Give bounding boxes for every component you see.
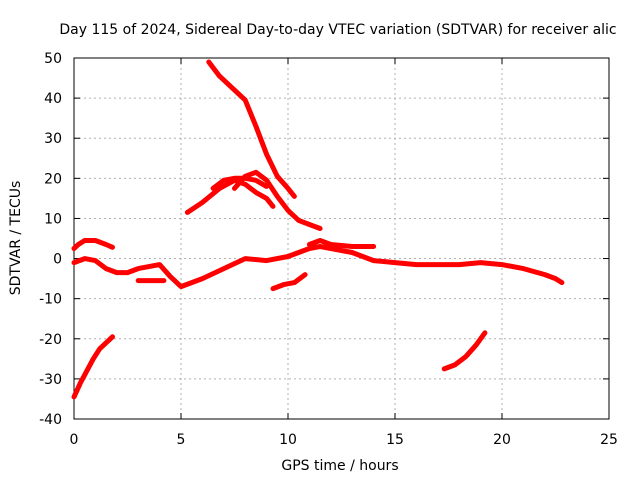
series-seg-11 — [441, 330, 488, 372]
y-tick-label: -20 — [39, 332, 62, 348]
series-seg-8 — [210, 175, 270, 191]
data-series — [71, 59, 565, 400]
plot-frame — [73, 57, 610, 420]
chart-title: Day 115 of 2024, Sidereal Day-to-day VTE… — [59, 22, 616, 38]
series-seg-1 — [71, 334, 115, 400]
series-seg-2 — [71, 238, 115, 251]
y-tick-label: 0 — [53, 252, 62, 268]
x-tick-labels: 0 5 10 15 20 25 — [70, 432, 618, 448]
y-tick-label: 50 — [44, 51, 62, 67]
y-tick-label: -10 — [39, 292, 62, 308]
x-tick-label: 10 — [279, 432, 297, 448]
series-seg-3 — [71, 244, 565, 290]
x-tick-label: 25 — [600, 432, 618, 448]
y-tick-label: 10 — [44, 211, 62, 227]
series-seg-9 — [306, 238, 377, 249]
x-axis-label: GPS time / hours — [281, 458, 398, 474]
y-tick-label: 30 — [44, 131, 62, 147]
series-seg-7 — [232, 169, 323, 231]
x-tick-label: 0 — [70, 432, 79, 448]
y-tick-label: 40 — [44, 91, 62, 107]
series-seg-5 — [206, 59, 297, 199]
x-tick-label: 5 — [177, 432, 186, 448]
y-tick-label: -40 — [39, 412, 62, 428]
x-tick-label: 20 — [493, 432, 511, 448]
grid-lines — [74, 58, 609, 419]
y-tick-label: 20 — [44, 171, 62, 187]
axis-ticks — [73, 57, 610, 420]
x-tick-label: 15 — [386, 432, 404, 448]
y-tick-labels: -40 -30 -20 -10 0 10 20 30 40 50 — [39, 51, 62, 428]
y-axis-label: SDTVAR / TECUs — [8, 181, 24, 296]
y-tick-label: -30 — [39, 372, 62, 388]
series-seg-10 — [270, 272, 308, 292]
